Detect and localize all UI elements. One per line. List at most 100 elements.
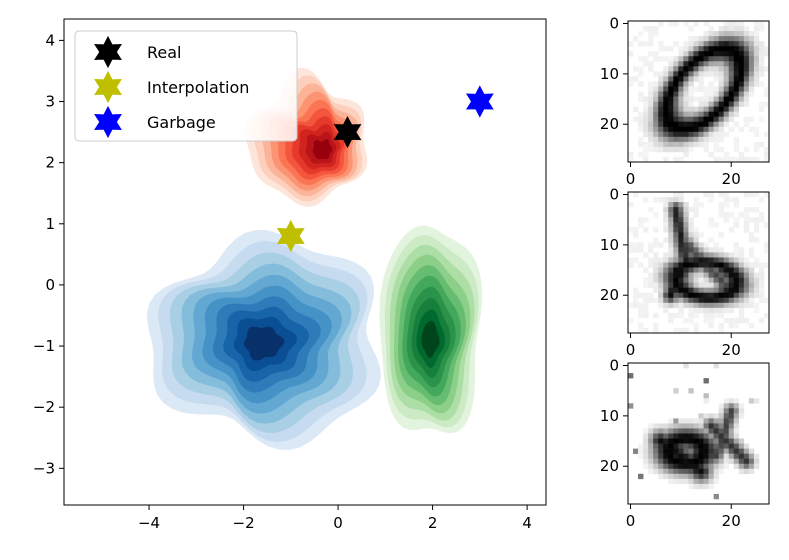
pixel bbox=[668, 207, 674, 213]
pixel bbox=[718, 76, 724, 82]
pixel bbox=[733, 56, 740, 62]
pixel bbox=[658, 81, 664, 87]
pixel bbox=[718, 51, 724, 57]
pixel bbox=[653, 81, 659, 87]
pixel bbox=[708, 81, 714, 87]
pixel bbox=[738, 156, 745, 162]
pixel bbox=[758, 41, 765, 47]
pixel bbox=[658, 302, 664, 309]
pixel bbox=[738, 282, 745, 288]
pixel bbox=[748, 207, 755, 213]
pixel bbox=[678, 192, 684, 198]
pixel bbox=[703, 317, 709, 324]
pixel bbox=[728, 61, 735, 67]
pixel bbox=[723, 413, 730, 419]
pixel bbox=[688, 292, 694, 299]
pixel bbox=[708, 121, 714, 128]
pixel bbox=[733, 252, 740, 258]
pixel bbox=[638, 116, 644, 123]
pixel bbox=[633, 297, 639, 304]
pixel bbox=[678, 297, 684, 304]
pixel bbox=[703, 307, 709, 314]
image-axes: 0 10 20 0 20 bbox=[600, 15, 741, 188]
pixel bbox=[708, 247, 714, 253]
pixel bbox=[748, 292, 755, 299]
pixel bbox=[668, 418, 674, 424]
pixel bbox=[638, 66, 644, 72]
pixel bbox=[718, 212, 724, 218]
pixel bbox=[648, 448, 654, 454]
pixel bbox=[688, 136, 694, 143]
pixel bbox=[693, 96, 699, 102]
pixel bbox=[758, 46, 765, 52]
pixel bbox=[663, 272, 669, 278]
pixel bbox=[708, 458, 714, 465]
pixel bbox=[668, 302, 674, 309]
pixel bbox=[703, 21, 709, 27]
pixel bbox=[703, 56, 709, 62]
pixel bbox=[703, 413, 709, 419]
pixel bbox=[668, 76, 674, 82]
pixel bbox=[728, 287, 735, 294]
pixel bbox=[728, 76, 735, 82]
pixel bbox=[748, 126, 755, 133]
pixel bbox=[663, 252, 669, 258]
pixel bbox=[708, 262, 714, 268]
pixel bbox=[653, 428, 659, 434]
pixel bbox=[693, 287, 699, 294]
pixel bbox=[713, 443, 719, 449]
pixel bbox=[653, 242, 659, 248]
pixel bbox=[658, 141, 664, 148]
image-frame bbox=[627, 191, 770, 334]
pixel bbox=[743, 453, 750, 459]
pixel bbox=[738, 81, 745, 87]
pixel bbox=[733, 146, 740, 153]
pixel bbox=[693, 312, 699, 319]
x-tick-label: 20 bbox=[722, 341, 741, 359]
pixel bbox=[653, 463, 659, 470]
pixel bbox=[693, 131, 699, 138]
pixel bbox=[653, 448, 659, 454]
pixel bbox=[743, 61, 750, 67]
pixel bbox=[723, 76, 730, 82]
pixel bbox=[678, 222, 684, 228]
pixel bbox=[703, 247, 709, 253]
pixel bbox=[663, 222, 669, 228]
pixel bbox=[653, 453, 659, 459]
pixel bbox=[628, 51, 634, 57]
pixel bbox=[653, 237, 659, 243]
pixel bbox=[663, 458, 669, 465]
pixel bbox=[648, 458, 654, 465]
pixel bbox=[748, 51, 755, 57]
pixel bbox=[738, 36, 745, 42]
pixel bbox=[738, 292, 745, 299]
pixel bbox=[673, 111, 679, 117]
pixel bbox=[718, 126, 724, 133]
pixel bbox=[738, 307, 745, 314]
pixel bbox=[713, 423, 719, 429]
pixel bbox=[683, 111, 689, 117]
pixel bbox=[648, 463, 654, 470]
pixel bbox=[658, 297, 664, 304]
pixel bbox=[733, 36, 740, 42]
pixel bbox=[703, 277, 709, 283]
pixel bbox=[668, 197, 674, 203]
pixel bbox=[698, 272, 704, 278]
pixel bbox=[733, 292, 740, 299]
pixel bbox=[643, 277, 649, 283]
pixel bbox=[663, 438, 669, 444]
pixel bbox=[703, 468, 709, 475]
pixel bbox=[673, 282, 679, 288]
pixel bbox=[688, 307, 694, 314]
pixel bbox=[758, 217, 765, 223]
pixel bbox=[673, 428, 679, 434]
pixel bbox=[718, 66, 724, 72]
pixel bbox=[688, 448, 694, 454]
pixel bbox=[678, 131, 684, 138]
pixel bbox=[663, 136, 669, 143]
pixel bbox=[688, 51, 694, 57]
pixel bbox=[633, 232, 639, 238]
pixel bbox=[683, 126, 689, 133]
pixel bbox=[668, 217, 674, 223]
image-axes: 0 10 20 0 20 bbox=[600, 357, 741, 530]
